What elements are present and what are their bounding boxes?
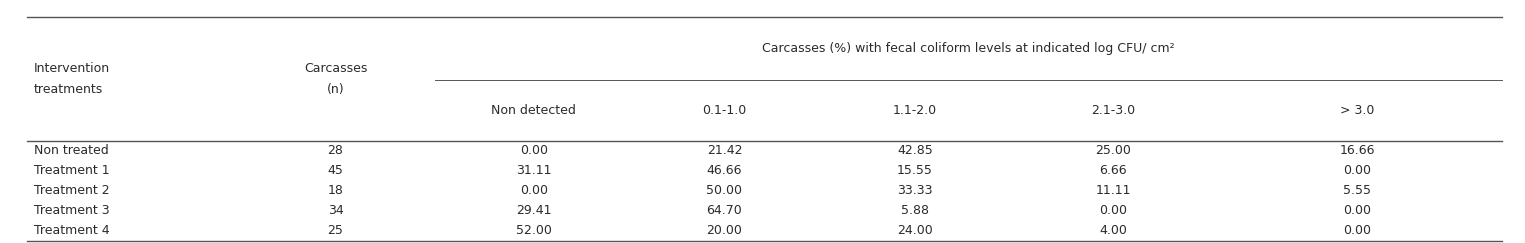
- Text: Treatment 4: Treatment 4: [34, 224, 110, 237]
- Text: 25: 25: [328, 224, 343, 237]
- Text: 42.85: 42.85: [897, 144, 933, 157]
- Text: Non treated: Non treated: [34, 144, 108, 157]
- Text: 29.41: 29.41: [515, 204, 552, 217]
- Text: treatments: treatments: [34, 83, 102, 96]
- Text: Treatment 1: Treatment 1: [34, 164, 110, 177]
- Text: 0.00: 0.00: [1344, 164, 1371, 177]
- Text: 31.11: 31.11: [515, 164, 552, 177]
- Text: 50.00: 50.00: [706, 184, 743, 197]
- Text: Treatment 2: Treatment 2: [34, 184, 110, 197]
- Text: 11.11: 11.11: [1095, 184, 1132, 197]
- Text: Carcasses: Carcasses: [303, 61, 368, 75]
- Text: 52.00: 52.00: [515, 224, 552, 237]
- Text: Carcasses (%) with fecal coliform levels at indicated log CFU/ cm²: Carcasses (%) with fecal coliform levels…: [762, 42, 1174, 55]
- Text: 6.66: 6.66: [1100, 164, 1127, 177]
- Text: 34: 34: [328, 204, 343, 217]
- Text: 0.00: 0.00: [1344, 204, 1371, 217]
- Text: Intervention: Intervention: [34, 61, 110, 75]
- Text: 20.00: 20.00: [706, 224, 743, 237]
- Text: 4.00: 4.00: [1100, 224, 1127, 237]
- Text: 5.88: 5.88: [901, 204, 929, 217]
- Text: 2.1-3.0: 2.1-3.0: [1092, 104, 1135, 117]
- Text: (n): (n): [326, 83, 345, 96]
- Text: 25.00: 25.00: [1095, 144, 1132, 157]
- Text: 1.1-2.0: 1.1-2.0: [894, 104, 936, 117]
- Text: 16.66: 16.66: [1339, 144, 1376, 157]
- Text: 21.42: 21.42: [706, 144, 743, 157]
- Text: 33.33: 33.33: [897, 184, 933, 197]
- Text: Non detected: Non detected: [491, 104, 576, 117]
- Text: 0.00: 0.00: [1344, 224, 1371, 237]
- Text: > 3.0: > 3.0: [1340, 104, 1374, 117]
- Text: 0.00: 0.00: [520, 144, 547, 157]
- Text: 0.00: 0.00: [1100, 204, 1127, 217]
- Text: 45: 45: [328, 164, 343, 177]
- Text: 0.00: 0.00: [520, 184, 547, 197]
- Text: 5.55: 5.55: [1344, 184, 1371, 197]
- Text: 64.70: 64.70: [706, 204, 743, 217]
- Text: 0.1-1.0: 0.1-1.0: [702, 104, 747, 117]
- Text: 46.66: 46.66: [706, 164, 743, 177]
- Text: 24.00: 24.00: [897, 224, 933, 237]
- Text: 18: 18: [328, 184, 343, 197]
- Text: 15.55: 15.55: [897, 164, 933, 177]
- Text: 28: 28: [328, 144, 343, 157]
- Text: Treatment 3: Treatment 3: [34, 204, 110, 217]
